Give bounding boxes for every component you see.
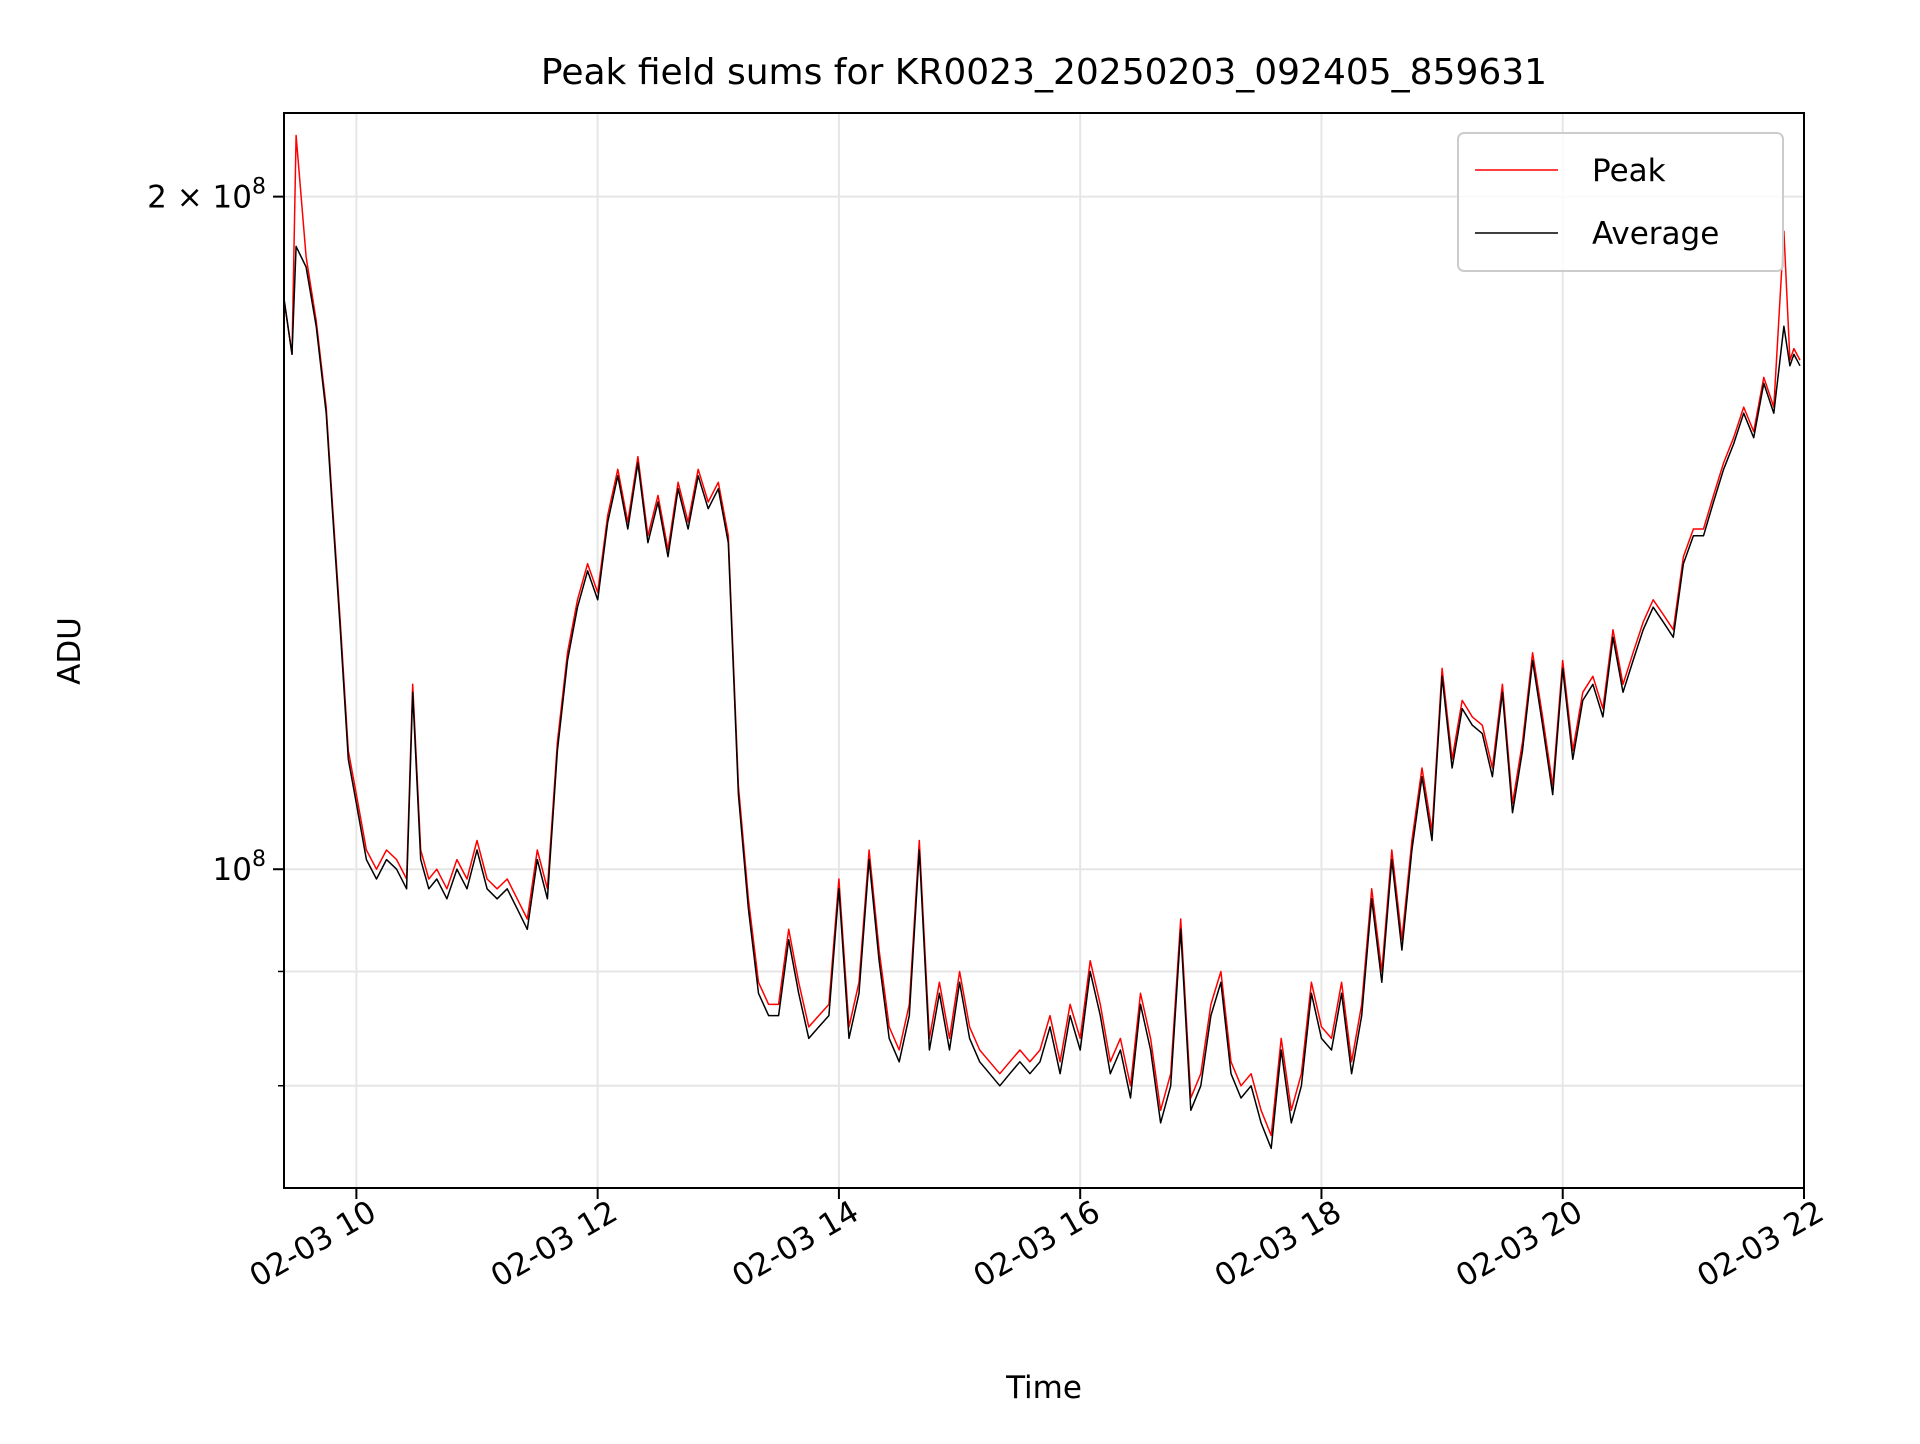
x-axis-label: Time [1005, 1370, 1082, 1406]
y-tick-label: 108 [213, 847, 266, 888]
legend: Peak Average [1457, 132, 1784, 272]
average-series-line [284, 245, 1801, 1150]
legend-box [1457, 132, 1784, 272]
grid-layer [284, 113, 1805, 1188]
legend-average-label: Average [1592, 216, 1719, 252]
chart-title: Peak field sums for KR0023_20250203_0924… [541, 52, 1547, 93]
legend-peak-label: Peak [1592, 153, 1666, 189]
y-axis-label: ADU [52, 617, 88, 685]
y-tick-label: 2 × 108 [147, 175, 266, 216]
plot-frame [283, 112, 1805, 1189]
series-layer [284, 134, 1801, 1150]
